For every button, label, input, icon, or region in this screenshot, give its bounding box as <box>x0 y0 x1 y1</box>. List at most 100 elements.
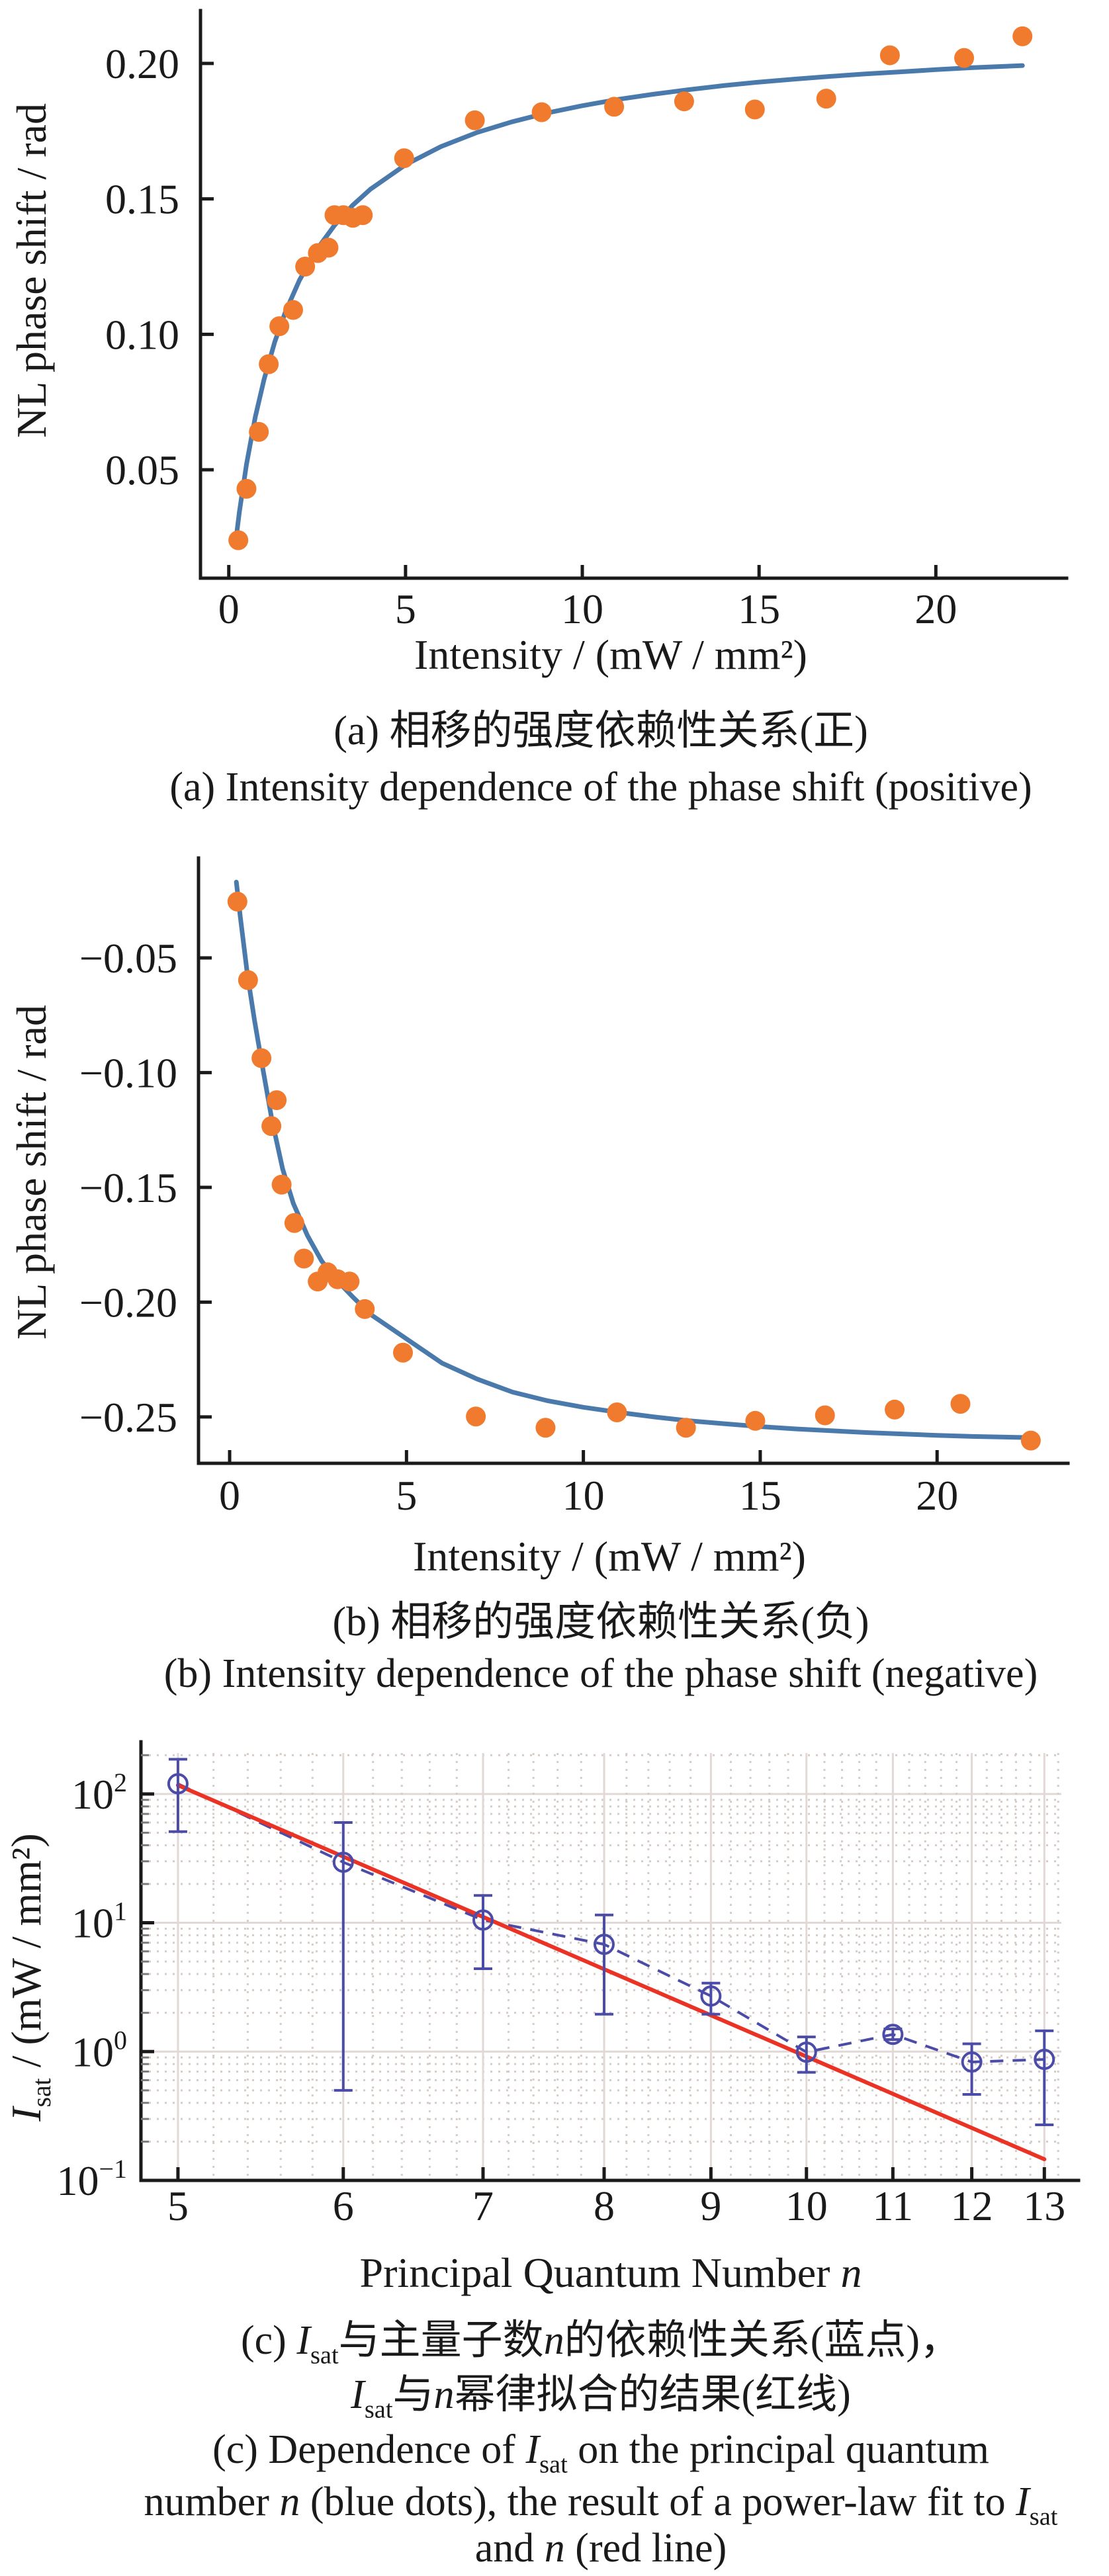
y-tick-label-base: 10 <box>71 2028 114 2075</box>
data-point <box>259 354 279 374</box>
caption-segment: sat <box>539 2450 568 2479</box>
data-point <box>607 1402 627 1422</box>
fit-line-layer <box>175 1783 1047 2161</box>
data-point <box>744 99 765 120</box>
caption-segment: 与 <box>392 2372 434 2417</box>
data-point <box>392 1342 413 1363</box>
data-point <box>950 1394 971 1414</box>
y-tick-label-exponent: 1 <box>114 1897 127 1926</box>
data-point <box>535 1418 556 1438</box>
data-marker-open-circle <box>472 1909 494 1931</box>
y-tick-label: −0.10 <box>79 1049 177 1096</box>
data-connector-dashed-line <box>177 1782 1045 2064</box>
y-tick-label: 10−1 <box>56 2154 127 2204</box>
y-tick-label-exponent: 2 <box>114 1768 127 1797</box>
caption-segment: n <box>279 2479 300 2524</box>
caption-segment: (c) Dependence of <box>212 2427 526 2472</box>
caption-segment: sat <box>310 2341 339 2370</box>
data-point <box>271 1174 292 1195</box>
caption-segment: I <box>1016 2479 1030 2524</box>
y-tick-label: 0.20 <box>105 40 179 87</box>
y-tick-label: −0.05 <box>79 935 177 982</box>
y-tick-label: 100 <box>71 2025 127 2075</box>
data-point <box>885 1399 905 1420</box>
caption-segment: 的依赖性关系(蓝点)， <box>564 2318 961 2363</box>
y-tick-label: 102 <box>71 1768 127 1818</box>
y-tick-label-base: 10 <box>71 1771 114 1818</box>
data-point <box>394 148 414 169</box>
x-tick-label: 10 <box>561 585 603 632</box>
data-point <box>294 1248 314 1269</box>
x-tick-label: 7 <box>472 2182 494 2229</box>
y-axis-label-symbol: I <box>3 2107 50 2122</box>
y-tick-label-base: 10 <box>71 1900 114 1947</box>
x-tick-label: 13 <box>1023 2182 1065 2229</box>
chart-c-caption-english-line-3: and n (red line) <box>5 2522 1109 2575</box>
chart-c-caption-english-line-1: (c) Dependence of Isat on the principal … <box>5 2423 1109 2479</box>
x-tick-label: 5 <box>396 1472 417 1519</box>
error-bar <box>1035 2029 1054 2127</box>
error-bar <box>474 1894 493 1970</box>
caption-segment: on the principal quantum <box>567 2427 989 2472</box>
error-bar <box>168 1758 187 1833</box>
data-point <box>283 300 303 320</box>
caption-segment: I <box>296 2318 310 2363</box>
data-point <box>261 1116 282 1137</box>
marker-layer <box>228 26 1033 550</box>
x-tick-label: 5 <box>395 585 416 632</box>
x-tick-label: 0 <box>218 585 240 632</box>
caption-segment: 幂律拟合的结果(红线) <box>454 2372 851 2417</box>
chart-c-y-axis-label: Isat / (mW / mm²) <box>0 1647 57 2308</box>
y-axis-label-subscript: sat <box>27 2078 57 2108</box>
x-tick-label: 6 <box>333 2182 354 2229</box>
y-tick-label: 101 <box>71 1897 127 1947</box>
chart-a-y-axis-label: NL phase shift / rad <box>8 103 55 438</box>
x-tick-label: 15 <box>739 1472 781 1519</box>
chart-a-caption-chinese: (a) 相移的强度依赖性关系(正) <box>333 708 868 753</box>
data-point <box>604 97 625 117</box>
x-tick-label: 12 <box>951 2182 993 2229</box>
data-marker-open-circle <box>1034 2049 1055 2071</box>
y-tick-label: −0.25 <box>79 1394 177 1441</box>
x-tick-label: 11 <box>873 2182 914 2229</box>
data-point <box>295 257 316 277</box>
caption-segment: I <box>525 2427 540 2472</box>
data-point <box>227 891 247 912</box>
data-marker-open-circle <box>961 2051 983 2073</box>
fit-line-layer <box>232 63 1025 548</box>
data-point <box>815 1405 835 1426</box>
data-marker-open-circle <box>795 2041 817 2063</box>
x-tick-label: 10 <box>562 1472 605 1519</box>
x-tick-label: 0 <box>219 1472 240 1519</box>
y-tick-label-exponent: −1 <box>99 2154 127 2184</box>
caption-segment: n <box>544 2526 565 2571</box>
data-point <box>816 89 836 109</box>
chart-b-x-axis-label: Intensity / (mW / mm²) <box>413 1533 806 1580</box>
data-marker-open-circle <box>332 1852 354 1873</box>
chart-a-x-axis-label: Intensity / (mW / mm²) <box>414 631 807 678</box>
data-point <box>465 110 485 130</box>
data-marker-open-circle <box>882 2024 904 2045</box>
caption-segment: sat <box>1029 2503 1058 2531</box>
caption-segment: I <box>351 2372 365 2417</box>
data-point <box>879 45 900 65</box>
data-point <box>674 91 694 112</box>
data-point <box>355 1299 375 1319</box>
y-tick-label: 0.05 <box>105 447 179 494</box>
x-tick-label: 15 <box>738 585 780 632</box>
chart-b-caption-chinese: (b) 相移的强度依赖性关系(负) <box>332 1600 869 1645</box>
data-point <box>267 1090 287 1111</box>
caption-segment: number <box>144 2479 280 2524</box>
data-point <box>531 102 552 122</box>
data-point <box>353 205 373 226</box>
data-point <box>238 970 258 990</box>
x-tick-label: 20 <box>914 585 957 632</box>
x-tick-label: 9 <box>700 2182 721 2229</box>
chart-c-caption-english-line-2: number n (blue dots), the result of a po… <box>5 2475 1109 2531</box>
data-point <box>954 48 975 68</box>
x-axis-label-text: Principal Quantum Number <box>359 2249 841 2296</box>
chart-c-caption-chinese-line-1: (c) Isat与主量子数n的依赖性关系(蓝点)， <box>5 2314 1109 2370</box>
data-marker-open-circle <box>593 1934 615 1955</box>
